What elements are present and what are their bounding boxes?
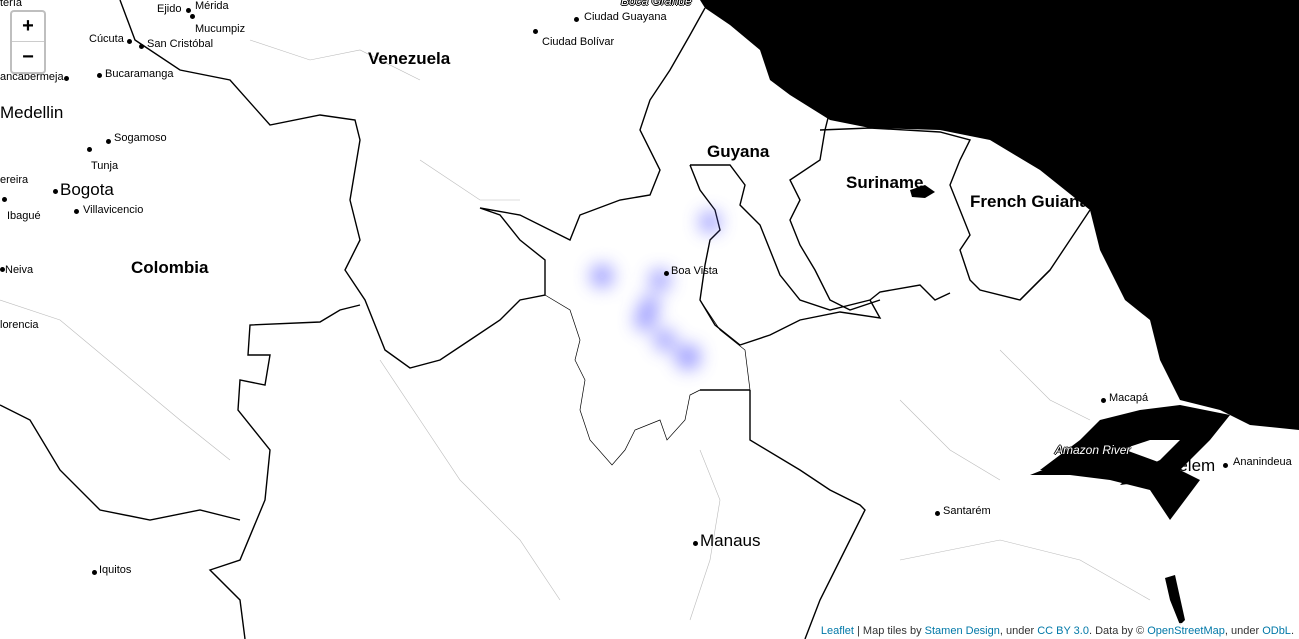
country-label-guyana: Guyana (707, 142, 770, 161)
city-dot (127, 39, 132, 44)
amazon-delta (1040, 405, 1230, 485)
city-dot (53, 189, 58, 194)
city-dot (74, 209, 79, 214)
odbl-link[interactable]: ODbL (1262, 625, 1291, 637)
city-label-bucaramanga: Bucaramanga (105, 68, 174, 80)
city-label-belem: Belem (1167, 456, 1216, 475)
city-label-merida: Mérida (195, 0, 229, 12)
country-borders (0, 0, 1091, 639)
city-label-iquitos: Iquitos (99, 564, 132, 576)
city-label-pereira: ereira (0, 174, 29, 186)
stamen-design-link[interactable]: Stamen Design (924, 625, 1000, 637)
city-label-bogota: Bogota (60, 180, 114, 199)
city-label-san-cristobal: San Cristóbal (147, 38, 214, 50)
city-dot (2, 197, 7, 202)
country-label-french-guiana: French Guiana (970, 192, 1090, 211)
city-label-macapa: Macapá (1109, 392, 1149, 404)
city-dot (0, 267, 5, 272)
zoom-out-button[interactable]: − (12, 42, 44, 72)
city-label-ciudad-guayana: Ciudad Guayana (584, 11, 667, 23)
minor-lines (0, 39, 1151, 621)
city-dot (186, 8, 191, 13)
city-label-ananindeua: Ananindeua (1233, 456, 1292, 468)
city-dot (574, 17, 579, 22)
city-dot (693, 541, 698, 546)
city-label-cucuta: Cúcuta (89, 33, 124, 45)
city-label-florencia: lorencia (0, 319, 39, 331)
city-dot (1223, 463, 1228, 468)
city-dot (190, 14, 195, 19)
city-dot (87, 147, 92, 152)
city-label-neiva: Neiva (5, 264, 34, 276)
city-label-ciudad-bolivar: Ciudad Bolívar (542, 36, 615, 48)
city-label-villavicencio: Villavicencio (83, 204, 144, 216)
city-label-boa-vista: Boa Vista (671, 265, 718, 277)
attribution-text: . (1290, 625, 1294, 637)
city-dot (97, 73, 102, 78)
attribution-bar: Leaflet | Map tiles by Stamen Design, un… (815, 623, 1299, 639)
amazon-channel (1030, 448, 1200, 520)
country-label-colombia: Colombia (131, 258, 209, 277)
city-dot (139, 44, 144, 49)
city-dot (64, 76, 69, 81)
state-borders (544, 294, 751, 466)
country-label-venezuela: Venezuela (368, 49, 451, 68)
city-label-santarem: Santarém (943, 505, 991, 517)
attribution-text: , under (999, 625, 1038, 637)
city-dot (935, 511, 940, 516)
city-label-sogamoso: Sogamoso (114, 132, 167, 144)
attribution-text: . Data by © (1088, 625, 1148, 637)
atlantic-ocean (700, 0, 1299, 430)
city-dot (1101, 398, 1106, 403)
suriname-lake (910, 185, 935, 198)
city-label-boca-grande: Boca Grande (621, 0, 692, 8)
city-label-manaus: Manaus (700, 531, 761, 550)
country-label-suriname: Suriname (846, 173, 924, 192)
attribution-text: | Map tiles by (853, 625, 925, 637)
openstreetmap-link[interactable]: OpenStreetMap (1147, 625, 1225, 637)
city-dot (533, 29, 538, 34)
zoom-control: + − (10, 10, 46, 74)
heatmap-layer (591, 212, 720, 369)
attribution-text: , under (1224, 625, 1263, 637)
coast-island (1165, 575, 1185, 625)
city-label-cateria: tería (0, 0, 23, 9)
city-dot (106, 139, 111, 144)
zoom-in-button[interactable]: + (12, 12, 44, 42)
city-label-barrancabermeja: ancabermeja (0, 71, 64, 83)
city-dot (92, 570, 97, 575)
cc-by-link[interactable]: CC BY 3.0 (1037, 625, 1089, 637)
leaflet-link[interactable]: Leaflet (820, 625, 854, 637)
city-label-tunja: Tunja (91, 160, 119, 172)
city-label-mucumpiz: Mucumpiz (195, 23, 246, 35)
city-label-ejido: Ejido (157, 3, 182, 15)
city-dot-boa-vista (664, 271, 669, 276)
city-label-medellin: Medellin (0, 103, 64, 122)
river-label-amazon: Amazon River (1055, 443, 1131, 457)
city-label-ibague: Ibagué (7, 210, 41, 222)
